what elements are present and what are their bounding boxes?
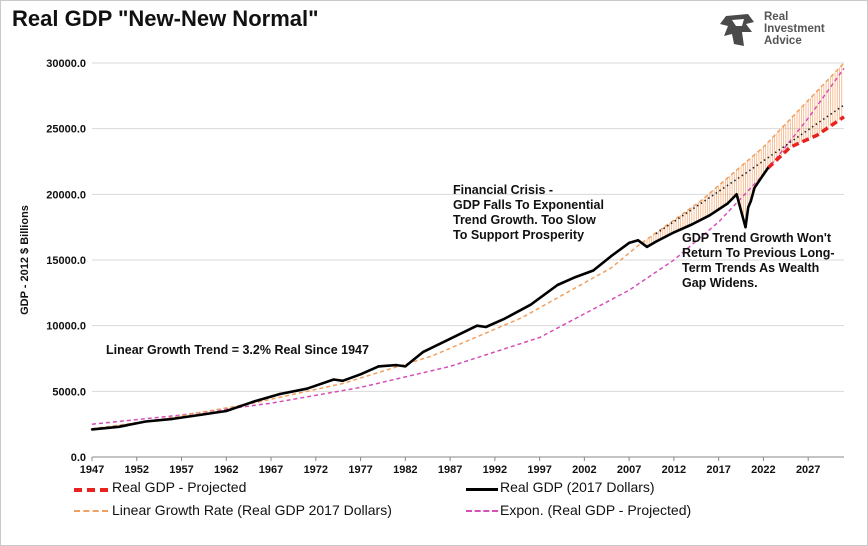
annotation-financial-crisis-line: To Support Prosperity	[453, 228, 584, 242]
data-point-actual	[654, 240, 658, 243]
series-actual-line	[91, 167, 769, 431]
y-tick-label: 20000.0	[46, 189, 86, 201]
x-tick-label: 1952	[125, 464, 149, 476]
y-tick-label: 30000.0	[46, 58, 86, 70]
x-tick-label: 2002	[572, 464, 596, 476]
legend-swatch-expon	[466, 510, 498, 512]
x-tick-label: 1947	[80, 464, 104, 476]
data-point-actual	[377, 365, 380, 368]
annotation-trend-growth-line: GDP Trend Growth Won't	[682, 231, 832, 245]
data-point-actual	[171, 417, 174, 421]
data-point-actual	[395, 363, 398, 367]
data-point-actual	[627, 241, 631, 245]
x-tick-label: 1992	[483, 464, 507, 476]
x-tick-label: 1962	[214, 464, 238, 476]
data-point-actual	[574, 275, 577, 279]
legend-label-expon: Expon. (Real GDP - Projected)	[500, 502, 692, 518]
data-point-actual	[645, 245, 649, 249]
y-tick-label: 10000.0	[46, 321, 86, 333]
data-point-actual	[610, 254, 613, 258]
data-point-actual	[636, 239, 640, 242]
data-point-actual	[144, 420, 147, 423]
x-tick-label: 2012	[662, 464, 686, 476]
x-tick-label: 1997	[527, 464, 551, 476]
logo-wordmark: Real Investment Advice	[764, 11, 825, 47]
data-point-actual	[690, 223, 694, 226]
data-point-actual	[341, 379, 344, 383]
data-point-actual	[117, 425, 121, 428]
series-expon-line	[91, 67, 845, 425]
y-tick-label: 0.0	[71, 452, 86, 464]
logo-line-3: Advice	[764, 35, 802, 47]
annotation-trend-growth-line: Gap Widens.	[682, 276, 758, 290]
y-tick-label: 5000.0	[52, 386, 86, 398]
data-point-actual	[305, 387, 309, 390]
annotation-linear-trend: Linear Growth Trend = 3.2% Real Since 19…	[106, 343, 369, 357]
logo: Real Investment Advice	[716, 10, 836, 52]
data-point-actual	[749, 199, 753, 203]
y-tick-label: 15000.0	[46, 255, 86, 267]
legend-swatch-projected	[74, 488, 108, 492]
data-point-actual	[475, 324, 479, 327]
series-projected-line	[766, 115, 845, 170]
data-point-actual	[592, 269, 595, 272]
data-point-actual	[448, 337, 452, 340]
data-point-actual	[747, 206, 750, 209]
data-point-actual	[359, 373, 362, 376]
data-point-actual	[753, 186, 756, 189]
data-point-actual	[332, 378, 335, 381]
data-point-actual	[422, 350, 425, 354]
data-point-actual	[672, 231, 676, 234]
annotation-trend-growth-line: Term Trends As Wealth	[682, 261, 819, 275]
series-linear-line	[91, 62, 845, 430]
legend-label-projected: Real GDP - Projected	[112, 479, 247, 495]
data-point-actual	[502, 317, 506, 321]
y-tick-label: 25000.0	[46, 124, 86, 136]
x-tick-label: 1972	[304, 464, 328, 476]
legend-swatch-actual	[466, 488, 498, 491]
legend-label-actual: Real GDP (2017 Dollars)	[500, 479, 655, 495]
x-tick-label: 2007	[617, 464, 641, 476]
data-point-actual	[225, 409, 228, 413]
data-point-actual	[404, 365, 407, 368]
chart-title: Real GDP "New-New Normal"	[12, 6, 319, 31]
x-tick-label: 2017	[706, 464, 730, 476]
legend-label-linear: Linear Growth Rate (Real GDP 2017 Dollar…	[112, 502, 392, 518]
annotation-trend-growth: GDP Trend Growth Won't Return To Previous…	[682, 231, 835, 290]
x-tick-label: 1967	[259, 464, 283, 476]
annotation-linear-trend-line: Linear Growth Trend = 3.2% Real Since 19…	[106, 343, 369, 357]
annotation-financial-crisis-line: Financial Crisis -	[453, 183, 553, 197]
y-axis-label: GDP - 2012 $ Billions	[19, 205, 31, 315]
x-tick-label: 1987	[438, 464, 462, 476]
lion-head-icon	[720, 14, 754, 46]
data-point-actual	[529, 303, 532, 306]
data-point-actual	[735, 193, 738, 196]
data-point-actual	[766, 166, 770, 170]
data-point-actual	[726, 202, 729, 205]
x-tick-label: 1977	[348, 464, 372, 476]
x-tick-label: 2027	[796, 464, 820, 476]
annotation-financial-crisis: Financial Crisis -GDP Falls To Exponenti…	[453, 183, 604, 242]
data-point-actual	[708, 214, 711, 217]
annotation-financial-crisis-line: Trend Growth. Too Slow	[453, 213, 596, 227]
x-tick-label: 2022	[751, 464, 775, 476]
data-point-actual	[90, 428, 94, 431]
x-tick-label: 1982	[393, 464, 417, 476]
data-point-actual	[762, 173, 765, 176]
data-point-actual	[484, 325, 488, 329]
annotation-financial-crisis-line: GDP Falls To Exponential	[453, 198, 604, 212]
data-point-actual	[198, 413, 201, 417]
logo-line-1: Real	[764, 11, 789, 23]
data-point-actual	[251, 400, 255, 404]
data-point-actual	[556, 283, 559, 287]
data-point-actual	[744, 225, 747, 229]
annotation-trend-growth-line: Return To Previous Long-	[682, 246, 835, 260]
legend-swatch-linear	[74, 510, 108, 512]
trend-dotted-line	[655, 104, 845, 235]
logo-line-2: Investment	[764, 23, 825, 35]
data-point-actual	[278, 392, 282, 396]
x-tick-label: 1957	[169, 464, 193, 476]
